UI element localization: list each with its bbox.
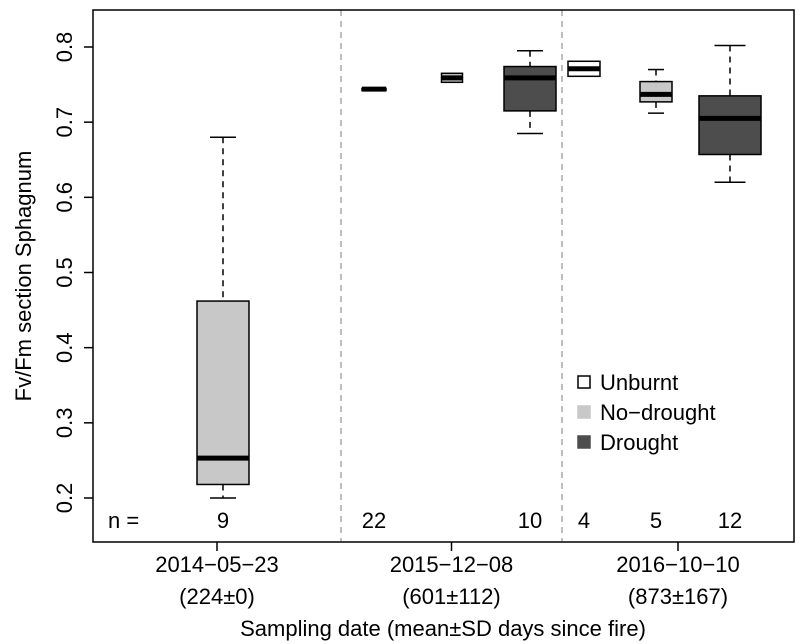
n-value-label: 4 bbox=[578, 508, 590, 533]
group-days-label: (873±167) bbox=[628, 584, 728, 609]
box-drought-1 bbox=[503, 50, 557, 135]
legend-swatch bbox=[577, 375, 591, 389]
y-tick-label: 0.5 bbox=[52, 257, 77, 288]
box-no-drought-1 bbox=[440, 72, 464, 84]
y-tick-label: 0.7 bbox=[52, 107, 77, 138]
y-tick-label: 0.6 bbox=[52, 182, 77, 213]
y-tick-label: 0.8 bbox=[52, 32, 77, 63]
y-tick-label: 0.3 bbox=[52, 408, 77, 439]
legend-label: No−drought bbox=[600, 400, 716, 425]
box-no-drought-0 bbox=[196, 136, 250, 499]
n-value-label: 22 bbox=[362, 508, 386, 533]
box-body bbox=[503, 65, 557, 112]
group-labels: 2014−05−23 (224±0) 2015−12−08 (601±112) 2016… bbox=[155, 542, 740, 609]
plot-marks bbox=[196, 10, 762, 542]
group-date-label: 2016−10−10 bbox=[616, 552, 740, 577]
legend-swatch bbox=[577, 435, 591, 449]
box-unburnt-2 bbox=[567, 60, 601, 78]
box-unburnt-1 bbox=[361, 86, 387, 92]
n-value-label: 9 bbox=[217, 508, 229, 533]
legend-label: Drought bbox=[600, 430, 678, 455]
plot-frame bbox=[92, 9, 795, 543]
legend: Unburnt No−drought Drought bbox=[577, 370, 716, 455]
box-body bbox=[196, 300, 250, 486]
n-value-label: 10 bbox=[518, 508, 542, 533]
n-value-label: 5 bbox=[650, 508, 662, 533]
box-body bbox=[698, 95, 762, 156]
y-tick-label: 0.2 bbox=[52, 483, 77, 514]
group-date-label: 2015−12−08 bbox=[390, 552, 514, 577]
group-days-label: (601±112) bbox=[402, 584, 501, 609]
legend-swatch bbox=[577, 405, 591, 419]
box-no-drought-2 bbox=[639, 68, 673, 114]
n-prefix-label: n = bbox=[108, 508, 139, 533]
box-drought-2 bbox=[698, 44, 762, 184]
y-tick-label: 0.4 bbox=[52, 332, 77, 363]
sample-size-labels: n = 9 22 10 4 5 12 bbox=[108, 508, 742, 533]
x-axis-title: Sampling date (mean±SD days since fire) bbox=[240, 616, 646, 641]
n-value-label: 12 bbox=[718, 508, 742, 533]
legend-label: Unburnt bbox=[600, 370, 678, 395]
y-axis-title: Fv/Fm section Sphagnum bbox=[11, 151, 36, 402]
group-date-label: 2014−05−23 bbox=[155, 552, 279, 577]
group-days-label: (224±0) bbox=[179, 584, 255, 609]
y-axis: 0.2 0.3 0.4 0.5 0.6 0.7 0.8 bbox=[52, 32, 93, 514]
box-body bbox=[639, 80, 673, 103]
